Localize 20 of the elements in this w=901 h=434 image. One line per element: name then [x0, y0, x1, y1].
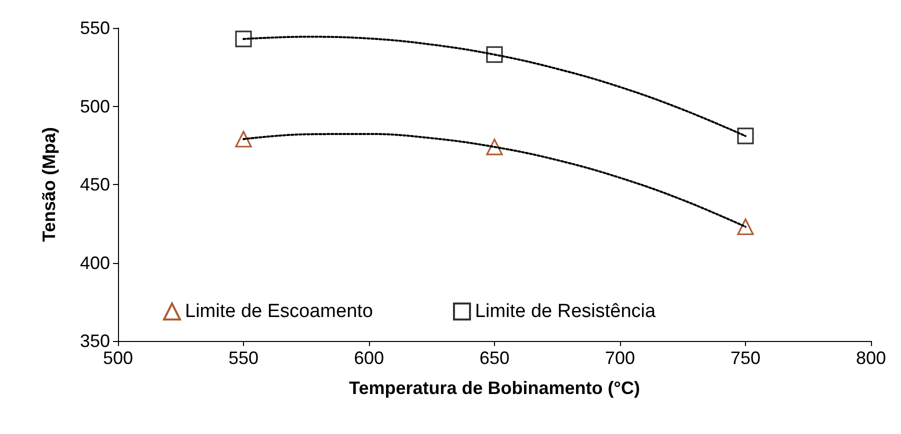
point	[737, 218, 754, 236]
y-tick-label: 550	[80, 18, 110, 38]
x-axis-title: Temperatura de Bobinamento (°C)	[349, 378, 640, 398]
x-tick-label: 650	[479, 348, 510, 368]
point	[737, 128, 754, 144]
x-tick-label: 800	[856, 348, 886, 368]
legend-label: Limite de Resistência	[474, 301, 656, 322]
y-tick-label: 400	[80, 252, 110, 273]
x-tick-label: 550	[228, 348, 259, 368]
legend-label: Limite de Escoamento	[185, 301, 373, 322]
y-tick-label: 450	[80, 174, 110, 194]
x-tick-label: 750	[730, 348, 761, 368]
x-tick-label: 500	[102, 348, 134, 368]
point	[235, 130, 252, 148]
y-tick-label: 500	[80, 96, 110, 116]
y-tick-label: 350	[80, 331, 110, 351]
x-tick-label: 600	[354, 348, 384, 368]
x-tick-label: 700	[604, 348, 636, 368]
y-axis-title: Tensão (Mpa)	[39, 127, 59, 242]
point	[235, 30, 252, 48]
